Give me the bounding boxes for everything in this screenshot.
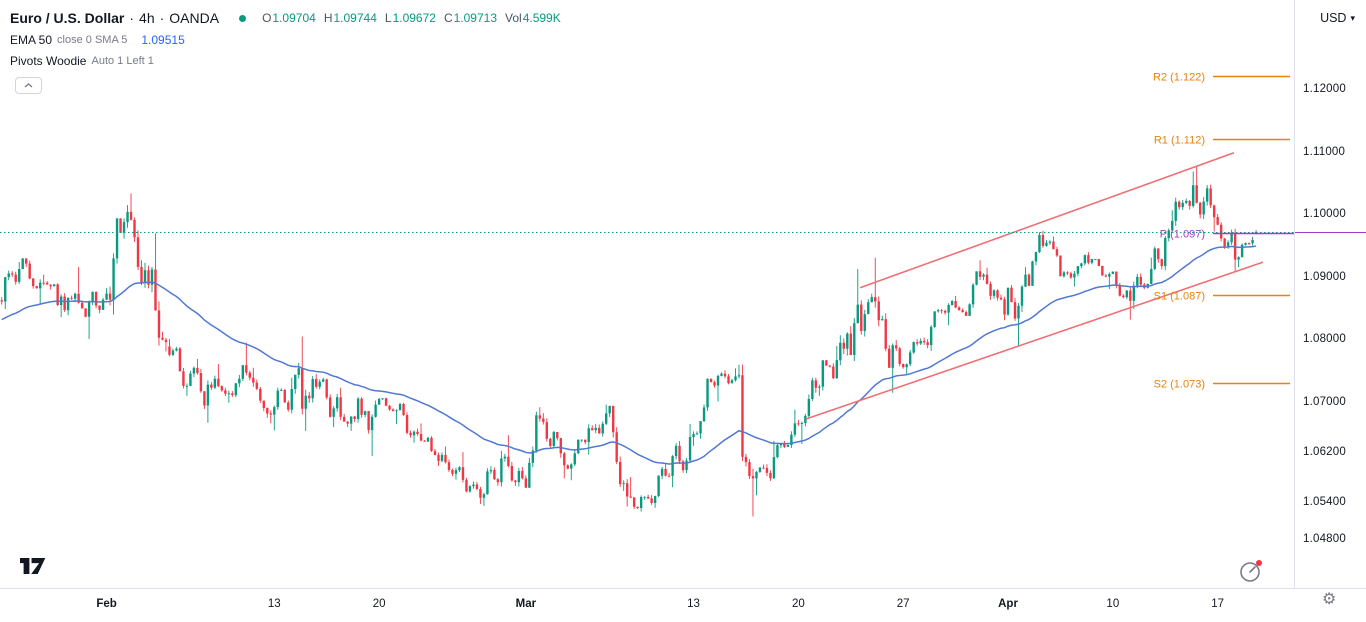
ohlc-open: O 1.09704 (262, 11, 316, 25)
ohlc-low-value: 1.09672 (392, 11, 436, 25)
pivot-line-axis-extension (1295, 231, 1366, 233)
chevron-up-icon (24, 83, 33, 88)
volume-label: Vol (505, 11, 522, 25)
indicator-legend-ema[interactable]: EMA 50 close 0 SMA 5 1.09515 (10, 29, 561, 50)
indicator-value: 1.09515 (141, 32, 185, 47)
time-axis-label: Mar (515, 598, 537, 610)
time-axis-label: Feb (96, 598, 117, 610)
time-axis-label: 20 (372, 598, 386, 610)
indicator-legend-pivots[interactable]: Pivots Woodie Auto 1 Left 1 (10, 50, 561, 71)
ohlc-close-label: C (443, 11, 453, 25)
price-axis-label: 1.09000 (1303, 270, 1346, 283)
indicator-name: EMA 50 (10, 32, 53, 47)
volume: Vol 4.599K (505, 11, 561, 25)
ohlc-close: C 1.09713 (444, 11, 497, 25)
price-axis-label: 1.10000 (1303, 208, 1346, 220)
indicator-name: Pivots Woodie (10, 53, 87, 68)
symbol-legend-row[interactable]: Euro / U.S. Dollar · 4h · OANDA O 1.09704… (10, 7, 561, 29)
price-chart-canvas[interactable] (0, 0, 1294, 588)
price-axis-label: 1.04800 (1303, 533, 1346, 545)
collapse-legend-button[interactable] (15, 77, 42, 94)
stopwatch-icon[interactable] (1238, 558, 1264, 589)
ohlc-low: L 1.09672 (385, 11, 436, 25)
ohlc-high-value: 1.09744 (333, 11, 377, 25)
price-axis-label: 1.07000 (1303, 395, 1346, 408)
time-axis-label: 10 (1106, 598, 1120, 610)
indicator-params: Auto 1 Left 1 (91, 55, 154, 67)
volume-value: 4.599K (522, 11, 561, 25)
ohlc-values: O 1.09704 H 1.09744 L 1.09672 C 1.09713 Vol 4… (262, 11, 561, 25)
ohlc-open-label: O (262, 11, 272, 25)
price-axis-label: 1.11000 (1303, 145, 1346, 158)
chart-legend: Euro / U.S. Dollar · 4h · OANDA O 1.09704… (10, 7, 561, 94)
caret-down-icon: ▾ (1350, 12, 1355, 23)
time-axis-label: 27 (896, 598, 910, 610)
ohlc-open-value: 1.09704 (272, 11, 316, 25)
interval-label: 4h (139, 10, 155, 26)
symbol-title: Euro / U.S. Dollar (10, 10, 125, 26)
ohlc-high-label: H (323, 11, 333, 25)
ohlc-close-value: 1.09713 (453, 11, 498, 25)
indicator-params: close 0 SMA 5 (57, 34, 128, 46)
price-axis-label: 1.06200 (1303, 445, 1346, 458)
currency-unit-selector[interactable]: USD ▾ (1320, 11, 1355, 25)
ohlc-high: H 1.09744 (324, 11, 377, 25)
market-status-icon[interactable] (239, 14, 247, 22)
time-axis[interactable]: Feb 13 20 Mar 13 20 27 Apr 10 17 (0, 588, 1366, 622)
time-axis-label: 17 (1211, 598, 1225, 610)
price-axis-label: 1.08000 (1303, 333, 1346, 345)
price-axis-label: 1.12000 (1303, 83, 1346, 95)
ohlc-low-label: L (384, 11, 392, 25)
tradingview-logo-glyph (20, 558, 46, 574)
time-axis-label: 13 (687, 598, 700, 610)
time-axis-label: Apr (998, 598, 1018, 610)
settings-gear-button[interactable]: ⚙ (1322, 592, 1336, 608)
stopwatch-glyph (1240, 560, 1262, 582)
time-axis-label: 13 (267, 598, 281, 610)
exchange-label: OANDA (169, 10, 220, 26)
price-axis[interactable]: USD ▾ 1.12000 1.11000 1.10000 1.09000 1.0800… (1294, 0, 1366, 588)
price-axis-label: 1.05400 (1303, 495, 1346, 508)
separator-dot: · (129, 10, 135, 26)
time-axis-label: 20 (791, 598, 805, 610)
separator-dot: · (159, 10, 165, 26)
gear-icon: ⚙ (1322, 591, 1337, 608)
tradingview-logo[interactable] (20, 558, 46, 579)
currency-unit-label: USD (1320, 11, 1347, 25)
